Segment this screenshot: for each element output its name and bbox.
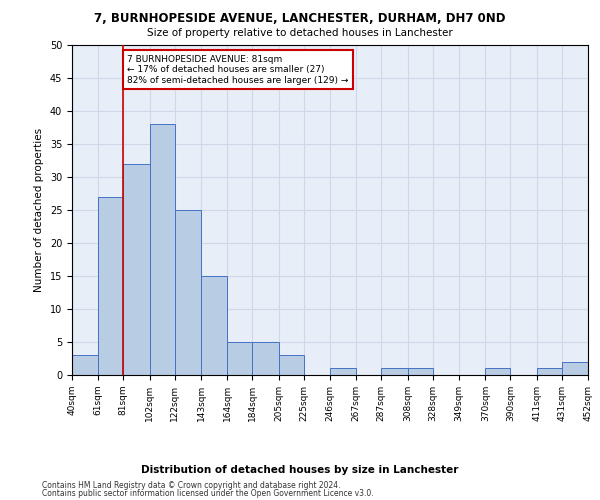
Text: Contains public sector information licensed under the Open Government Licence v3: Contains public sector information licen… xyxy=(42,489,374,498)
Bar xyxy=(382,368,407,375)
Text: Distribution of detached houses by size in Lanchester: Distribution of detached houses by size … xyxy=(142,465,458,475)
Bar xyxy=(536,368,562,375)
Bar xyxy=(485,368,511,375)
Bar xyxy=(562,362,588,375)
Bar xyxy=(124,164,149,375)
Bar xyxy=(72,355,98,375)
Bar xyxy=(278,355,304,375)
Bar xyxy=(98,197,124,375)
Bar xyxy=(201,276,227,375)
Text: 7, BURNHOPESIDE AVENUE, LANCHESTER, DURHAM, DH7 0ND: 7, BURNHOPESIDE AVENUE, LANCHESTER, DURH… xyxy=(94,12,506,26)
Bar xyxy=(175,210,201,375)
Text: Size of property relative to detached houses in Lanchester: Size of property relative to detached ho… xyxy=(147,28,453,38)
Bar xyxy=(407,368,433,375)
Text: Contains HM Land Registry data © Crown copyright and database right 2024.: Contains HM Land Registry data © Crown c… xyxy=(42,481,341,490)
Bar xyxy=(227,342,253,375)
Y-axis label: Number of detached properties: Number of detached properties xyxy=(34,128,44,292)
Bar xyxy=(330,368,356,375)
Bar xyxy=(253,342,278,375)
Text: 7 BURNHOPESIDE AVENUE: 81sqm
← 17% of detached houses are smaller (27)
82% of se: 7 BURNHOPESIDE AVENUE: 81sqm ← 17% of de… xyxy=(127,55,349,84)
Bar xyxy=(149,124,175,375)
